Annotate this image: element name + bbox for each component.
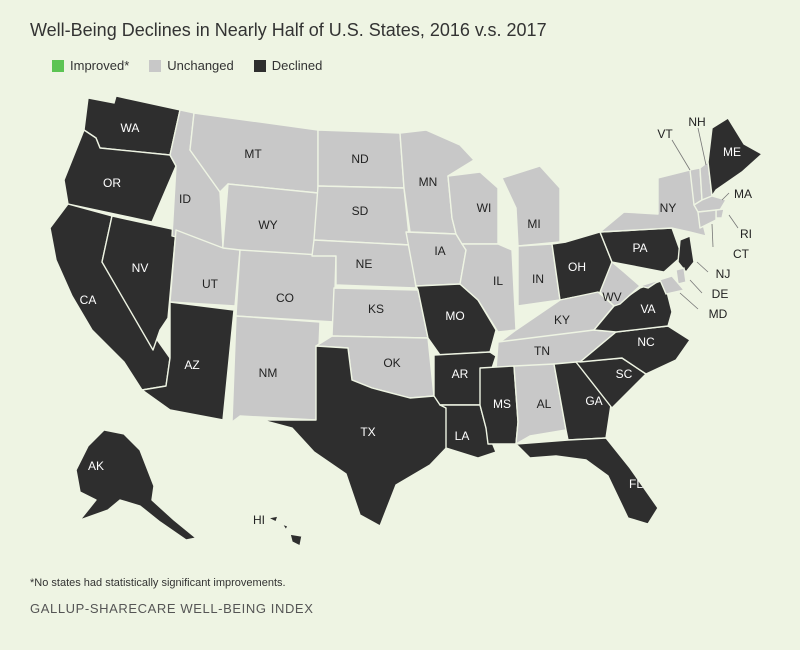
state-ak (75, 429, 197, 541)
state-label-va: VA (640, 302, 655, 316)
state-label-or: OR (103, 176, 121, 190)
state-label-il: IL (493, 274, 503, 288)
state-nm (231, 315, 321, 423)
state-ia (405, 231, 467, 287)
state-label-al: AL (537, 397, 552, 411)
state-label-ky: KY (554, 313, 570, 327)
state-ct (697, 209, 717, 229)
state-label-nh: NH (688, 115, 705, 129)
state-label-ga: GA (585, 394, 602, 408)
state-label-pa: PA (632, 241, 647, 255)
state-ut (169, 229, 241, 307)
state-label-ar: AR (452, 367, 469, 381)
state-label-hi: HI (253, 513, 265, 527)
state-label-sc: SC (616, 367, 633, 381)
legend-swatch-declined (253, 59, 266, 72)
state-hi (267, 515, 303, 547)
state-nj (677, 235, 695, 273)
state-md (639, 275, 685, 295)
state-label-ak: AK (88, 459, 104, 473)
state-label-tn: TN (534, 344, 550, 358)
legend-swatch-unchanged (149, 59, 162, 72)
footnote: *No states had statistically significant… (30, 577, 286, 589)
state-label-mi: MI (527, 217, 540, 231)
state-de (675, 267, 687, 285)
state-label-nj: NJ (716, 267, 731, 281)
state-label-ca: CA (80, 293, 97, 307)
state-label-mo: MO (445, 309, 464, 323)
legend-label-declined: Declined (271, 58, 323, 73)
legend-item-declined: Declined (253, 58, 323, 73)
state-label-nc: NC (637, 335, 655, 349)
state-ri (715, 208, 725, 219)
state-label-ri: RI (740, 227, 752, 241)
legend: Improved* Unchanged Declined (52, 58, 322, 73)
state-label-ia: IA (434, 244, 445, 258)
legend-swatch-improved (52, 59, 64, 72)
legend-item-unchanged: Unchanged (149, 58, 234, 73)
state-label-mt: MT (244, 147, 262, 161)
state-label-in: IN (532, 272, 544, 286)
map-title: Well-Being Declines in Nearly Half of U.… (30, 20, 547, 40)
legend-label-improved: Improved* (70, 58, 130, 73)
state-label-tx: TX (360, 425, 375, 439)
state-label-ok: OK (383, 356, 400, 370)
state-label-de: DE (712, 287, 729, 301)
state-label-sd: SD (352, 204, 369, 218)
state-label-ne: NE (356, 257, 373, 271)
state-label-oh: OH (568, 260, 586, 274)
state-label-wi: WI (477, 201, 492, 215)
state-label-ut: UT (202, 277, 219, 291)
state-label-md: MD (709, 307, 728, 321)
state-label-ma: MA (734, 187, 752, 201)
state-label-nd: ND (351, 152, 369, 166)
state-label-nm: NM (259, 366, 278, 380)
legend-label-unchanged: Unchanged (167, 58, 234, 73)
state-me (707, 117, 763, 197)
state-label-ny: NY (660, 201, 677, 215)
state-label-vt: VT (657, 127, 673, 141)
state-label-id: ID (179, 192, 191, 206)
state-label-wv: WV (602, 290, 621, 304)
state-ny (599, 169, 707, 237)
state-fl (515, 437, 659, 525)
state-tx (261, 345, 451, 527)
state-label-wa: WA (121, 121, 140, 135)
state-az (141, 301, 235, 421)
state-label-ct: CT (733, 247, 750, 261)
state-label-co: CO (276, 291, 294, 305)
source-note: GALLUP-SHARECARE WELL-BEING INDEX (30, 601, 314, 616)
state-label-ks: KS (368, 302, 384, 316)
state-label-nv: NV (132, 261, 149, 275)
state-label-fl: FL (629, 477, 643, 491)
legend-item-improved: Improved* (52, 58, 129, 73)
state-mi (501, 165, 561, 247)
state-label-me: ME (723, 145, 741, 159)
state-label-az: AZ (184, 358, 199, 372)
state-co (235, 249, 337, 323)
state-label-wy: WY (258, 218, 277, 232)
state-label-mn: MN (419, 175, 438, 189)
state-label-la: LA (455, 429, 470, 443)
state-label-ms: MS (493, 397, 511, 411)
